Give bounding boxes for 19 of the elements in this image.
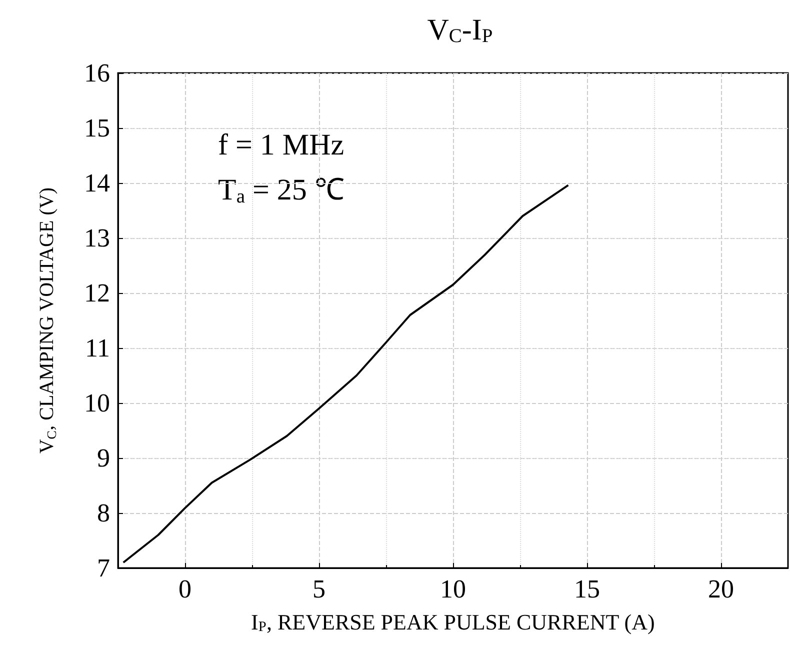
y-tick-label: 11	[84, 334, 110, 362]
annotation: f = 1 MHz	[218, 128, 344, 162]
y-tick-label: 14	[84, 168, 110, 198]
x-tick-label: 5	[312, 574, 326, 604]
x-tick-label: 0	[178, 574, 192, 604]
y-tick-label: 16	[84, 58, 110, 88]
y-tick-label: 13	[84, 224, 110, 252]
y-tick-label: 7	[97, 554, 110, 582]
x-tick-label: 10	[440, 574, 466, 604]
x-tick-label: 20	[708, 574, 734, 604]
x-tick-label: 15	[574, 574, 600, 604]
x-axis-title: IP, REVERSE PEAK PULSE CURRENT (A)	[251, 609, 655, 635]
y-tick-label: 15	[84, 114, 110, 142]
y-axis-title: VC, CLAMPING VOLTAGE (V)	[36, 188, 59, 454]
y-tick-label: 10	[84, 388, 110, 418]
y-tick-label: 8	[97, 498, 110, 528]
y-tick-label: 12	[84, 278, 110, 308]
y-tick-label: 9	[97, 444, 110, 472]
chart-title: VC-IP	[427, 13, 493, 47]
